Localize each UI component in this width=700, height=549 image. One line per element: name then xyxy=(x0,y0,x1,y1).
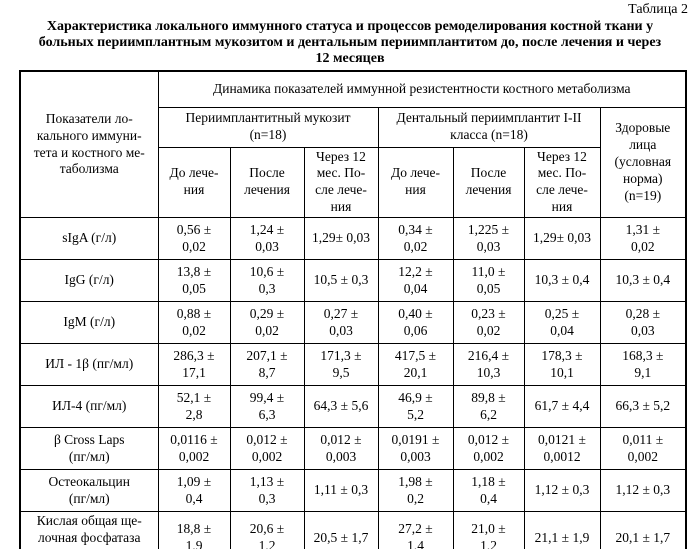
header-dynamics: Динамика показателей иммунной резистентн… xyxy=(157,70,687,108)
table-cell: 0,27 ± 0,03 xyxy=(303,301,379,344)
immune-status-table: Показатели ло- кального иммуни- тета и к… xyxy=(19,70,688,549)
table-cell: 0,012 ± 0,003 xyxy=(303,427,379,470)
table-cell: 286,3 ± 17,1 xyxy=(157,343,231,386)
header-after-treatment-1: После лечения xyxy=(229,146,305,218)
row-label: Кислая общая ще- лочная фосфатаза (Eg/N) xyxy=(19,510,159,549)
row-label: sIgA (г/л) xyxy=(19,217,159,260)
table-cell: 21,0 ± 1,2 xyxy=(452,510,525,549)
table-cell: 1,13 ± 0,3 xyxy=(229,469,305,512)
table-cell: 1,29± 0,03 xyxy=(303,217,379,260)
header-row-periods: До лече- ния После лечения Через 12 мес.… xyxy=(20,146,686,218)
table-cell: 1,18 ± 0,4 xyxy=(452,469,525,512)
table-cell: 21,1 ± 1,9 xyxy=(523,510,601,549)
table-row-acid-phosphatase: Кислая общая ще- лочная фосфатаза (Eg/N)… xyxy=(19,510,687,549)
table-cell: 89,8 ± 6,2 xyxy=(452,385,525,428)
table-cell: 18,8 ± 1,9 xyxy=(157,510,231,549)
table-row-igg: IgG (г/л) 13,8 ± 0,05 10,6 ± 0,3 10,5 ± … xyxy=(19,259,687,302)
table-cell: 1,09 ± 0,4 xyxy=(157,469,231,512)
row-label: Остеокальцин (пг/мл) xyxy=(19,469,159,512)
table-cell: 20,1 ± 1,7 xyxy=(599,510,687,549)
table-number-label: Таблица 2 xyxy=(628,2,688,17)
table-cell: 10,3 ± 0,4 xyxy=(523,259,601,302)
table-row-beta-cross-laps: β Cross Laps (пг/мл) 0,0116 ± 0,002 0,01… xyxy=(19,427,687,470)
row-label: IgM (г/л) xyxy=(19,301,159,344)
table-cell: 13,8 ± 0,05 xyxy=(157,259,231,302)
header-12-months-2: Через 12 мес. По- сле лече- ния xyxy=(523,146,601,218)
table-cell: 0,25 ± 0,04 xyxy=(523,301,601,344)
table-cell: 61,7 ± 4,4 xyxy=(523,385,601,428)
table-cell: 0,29 ± 0,02 xyxy=(229,301,305,344)
table-cell: 20,6 ± 1,2 xyxy=(229,510,305,549)
table-cell: 0,34 ± 0,02 xyxy=(377,217,454,260)
table-row-il4: ИЛ-4 (пг/мл) 52,1 ± 2,8 99,4 ± 6,3 64,3 … xyxy=(19,385,687,428)
table-cell: 0,0191 ± 0,003 xyxy=(377,427,454,470)
table-cell: 1,12 ± 0,3 xyxy=(523,469,601,512)
table-cell: 171,3 ± 9,5 xyxy=(303,343,379,386)
header-row-top: Показатели ло- кального иммуни- тета и к… xyxy=(19,70,687,218)
table-title: Характеристика локального иммунного стат… xyxy=(38,19,662,66)
row-label: ИЛ-4 (пг/мл) xyxy=(19,385,159,428)
row-header-title: Показатели ло- кального иммуни- тета и к… xyxy=(19,70,159,218)
table-cell: 1,24 ± 0,03 xyxy=(229,217,305,260)
table-cell: 64,3 ± 5,6 xyxy=(303,385,379,428)
header-after-treatment-2: После лечения xyxy=(452,146,525,218)
table-cell: 66,3 ± 5,2 xyxy=(599,385,687,428)
table-cell: 0,011 ± 0,002 xyxy=(599,427,687,470)
table-cell: 178,3 ± 10,1 xyxy=(523,343,601,386)
header-before-treatment-1: До лече- ния xyxy=(157,146,231,218)
table-row-il1b: ИЛ - 1β (пг/мл) 286,3 ± 17,1 207,1 ± 8,7… xyxy=(19,343,687,386)
table-row-osteocalcin: Остеокальцин (пг/мл) 1,09 ± 0,4 1,13 ± 0… xyxy=(19,469,687,512)
table-cell: 1,98 ± 0,2 xyxy=(377,469,454,512)
table-cell: 0,0121 ± 0,0012 xyxy=(523,427,601,470)
header-group-periimplantitis: Дентальный периимплантит I-II класса (n=… xyxy=(377,106,601,148)
table-cell: 1,225 ± 0,03 xyxy=(452,217,525,260)
table-cell: 52,1 ± 2,8 xyxy=(157,385,231,428)
header-group-mucositis: Периимплантитный мукозит (n=18) xyxy=(157,106,379,148)
table-cell: 0,88 ± 0,02 xyxy=(157,301,231,344)
table-cell: 0,012 ± 0,002 xyxy=(452,427,525,470)
table-cell: 1,12 ± 0,3 xyxy=(599,469,687,512)
table-cell: 0,28 ± 0,03 xyxy=(599,301,687,344)
table-cell: 10,6 ± 0,3 xyxy=(229,259,305,302)
table-row-siga: sIgA (г/л) 0,56 ± 0,02 1,24 ± 0,03 1,29±… xyxy=(19,217,687,260)
row-label: β Cross Laps (пг/мл) xyxy=(19,427,159,470)
table-cell: 12,2 ± 0,04 xyxy=(377,259,454,302)
table-cell: 216,4 ± 10,3 xyxy=(452,343,525,386)
header-before-treatment-2: До лече- ния xyxy=(377,146,454,218)
table-cell: 99,4 ± 6,3 xyxy=(229,385,305,428)
table-cell: 0,56 ± 0,02 xyxy=(157,217,231,260)
table-cell: 10,5 ± 0,3 xyxy=(303,259,379,302)
table-cell: 417,5 ± 20,1 xyxy=(377,343,454,386)
table-cell: 0,0116 ± 0,002 xyxy=(157,427,231,470)
header-12-months-1: Через 12 мес. По- сле лече- ния xyxy=(303,146,379,218)
row-label: IgG (г/л) xyxy=(19,259,159,302)
table-cell: 0,012 ± 0,002 xyxy=(229,427,305,470)
table-cell: 46,9 ± 5,2 xyxy=(377,385,454,428)
header-healthy-persons: Здоровые лица (условная норма) (n=19) xyxy=(599,106,687,218)
table-cell: 1,29± 0,03 xyxy=(523,217,601,260)
row-label: ИЛ - 1β (пг/мл) xyxy=(19,343,159,386)
table-cell: 27,2 ± 1,4 xyxy=(377,510,454,549)
table-cell: 20,5 ± 1,7 xyxy=(303,510,379,549)
table-cell: 1,31 ± 0,02 xyxy=(599,217,687,260)
table-cell: 1,11 ± 0,3 xyxy=(303,469,379,512)
table-row-igm: IgM (г/л) 0,88 ± 0,02 0,29 ± 0,02 0,27 ±… xyxy=(19,301,687,344)
table-cell: 11,0 ± 0,05 xyxy=(452,259,525,302)
table-cell: 168,3 ± 9,1 xyxy=(599,343,687,386)
table-cell: 0,40 ± 0,06 xyxy=(377,301,454,344)
table-cell: 10,3 ± 0,4 xyxy=(599,259,687,302)
table-cell: 0,23 ± 0,02 xyxy=(452,301,525,344)
table-cell: 207,1 ± 8,7 xyxy=(229,343,305,386)
